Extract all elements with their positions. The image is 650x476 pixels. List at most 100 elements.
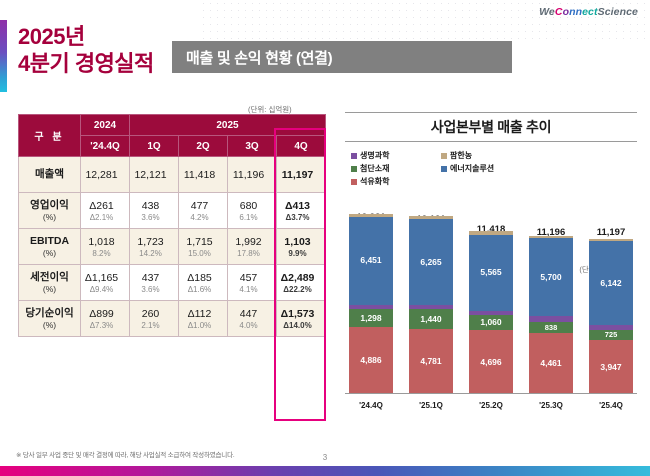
table-cell-subvalue: 3.6% xyxy=(141,284,160,294)
table-cell: 12,281 xyxy=(80,156,130,193)
bar-segment[interactable]: 246 xyxy=(409,215,453,220)
bar-segment[interactable]: 4,886 xyxy=(349,327,393,394)
x-axis-label: '25.1Q xyxy=(419,401,443,410)
page-title-line1: 2025년 xyxy=(18,24,85,49)
legend-swatch-icon xyxy=(441,152,447,159)
table-cell-subvalue: Δ22.2% xyxy=(283,284,312,294)
bar-segment[interactable]: 838 xyxy=(529,321,573,333)
bar-segment-label: 1,440 xyxy=(420,313,442,324)
table-cell: 447 4.0% xyxy=(227,300,277,337)
bar-segment[interactable]: 1,440 xyxy=(409,308,453,329)
table-cell-subvalue: 9.9% xyxy=(288,248,307,258)
row-label: 매출액 xyxy=(18,156,81,193)
legend-swatch-icon xyxy=(441,165,447,172)
table-cell-subvalue: Δ14.0% xyxy=(283,320,312,330)
bar-segment[interactable]: 6,265 xyxy=(409,219,453,306)
bar-segment[interactable]: 3,947 xyxy=(589,340,633,394)
page-title: 2025년 4분기 경영실적 xyxy=(18,24,154,78)
financial-table-wrapper: 구 분 2024 2025 '24.4Q 1Q 2Q 3Q 4Q 매출액 12,2… xyxy=(18,114,326,337)
bar-segment[interactable]: 165 xyxy=(349,214,393,217)
bar-total-label: 11,418 xyxy=(476,223,506,235)
row-label-pct: (%) xyxy=(42,247,57,258)
bar-segment[interactable]: 1,298 xyxy=(349,309,393,328)
table-row: 매출액 12,281 12,121 11,418 11,196 11,197 xyxy=(18,156,326,193)
bar-segment[interactable]: 286 xyxy=(409,305,453,309)
section-subtitle-text: 매출 및 손익 현황 (연결) xyxy=(186,49,333,67)
bar-segment[interactable]: 337 xyxy=(469,310,513,316)
bar-segment-label: 5,565 xyxy=(480,267,502,278)
header-q-2024-4q: '24.4Q xyxy=(80,135,130,157)
bar-group[interactable]: 11,196102 5,700 375838 4,461 xyxy=(529,204,573,394)
row-label: EBITDA (%) xyxy=(18,228,81,265)
section-subtitle-band: 매출 및 손익 현황 (연결) xyxy=(172,41,512,73)
table-cell-subvalue: 3.6% xyxy=(141,212,160,222)
row-label-pct: (%) xyxy=(42,319,57,330)
chart-bars: 12,2811656,4513381,2984,88612,1212466,26… xyxy=(349,204,633,394)
bar-segment[interactable]: 375 xyxy=(529,316,573,322)
bar-segment[interactable]: 6,142 xyxy=(589,241,633,326)
bar-segment[interactable]: 242 xyxy=(469,231,513,235)
x-axis-label: '25.4Q xyxy=(599,401,623,410)
bar-segment[interactable]: 1,060 xyxy=(469,315,513,330)
header-q-2025-3q: 3Q xyxy=(227,135,277,157)
bar-segment[interactable]: 6,451 xyxy=(349,216,393,305)
table-cell: 1,103 9.9% xyxy=(276,228,326,265)
legend-item[interactable]: 첨단소재 xyxy=(351,163,429,174)
logo-part-o: o xyxy=(562,6,570,18)
table-cell: 11,418 xyxy=(178,156,228,193)
header-q-2025-4q: 4Q xyxy=(276,135,326,157)
table-cell: Δ2,489 Δ22.2% xyxy=(276,264,326,301)
legend-label: 생명과학 xyxy=(360,151,390,160)
legend-item[interactable]: 팜한농 xyxy=(441,150,519,161)
row-label-pct: (%) xyxy=(42,283,57,294)
legend-swatch-icon xyxy=(351,178,357,185)
header-year-2025: 2025 xyxy=(129,114,326,136)
x-axis-label: '24.4Q xyxy=(359,401,383,410)
bar-group[interactable]: 11,418242 5,565 3371,060 4,696 xyxy=(469,204,513,394)
bar-segment[interactable]: 338 xyxy=(349,304,393,310)
legend-item[interactable]: 석유화학 xyxy=(351,176,429,187)
legend-label: 첨단소재 xyxy=(360,164,390,173)
bar-total-label: 11,197 xyxy=(596,226,626,238)
table-cell: Δ261 Δ2.1% xyxy=(80,192,130,229)
legend-item[interactable]: 생명과학 xyxy=(351,150,429,161)
bar-segment[interactable]: 5,700 xyxy=(529,238,573,317)
table-cell-subvalue: 4.0% xyxy=(239,320,258,330)
row-label-pct: (%) xyxy=(42,211,57,222)
bar-segment-label: 725 xyxy=(604,330,618,340)
bar-segment-label: 4,696 xyxy=(480,356,502,367)
financial-table: 구 분 2024 2025 '24.4Q 1Q 2Q 3Q 4Q 매출액 12,2… xyxy=(18,114,326,337)
legend-label: 팜한농 xyxy=(450,151,473,160)
bar-segment[interactable]: 4,696 xyxy=(469,329,513,394)
table-cell-subvalue: Δ7.3% xyxy=(89,320,114,330)
bar-segment-label: 4,781 xyxy=(420,356,442,367)
legend-item[interactable]: 에너지솔루션 xyxy=(441,163,519,174)
legend-row: 첨단소재 에너지솔루션 xyxy=(351,163,551,174)
bar-segment-label: 6,142 xyxy=(600,277,622,288)
table-cell: Δ899 Δ7.3% xyxy=(80,300,130,337)
row-label: 세전이익 (%) xyxy=(18,264,81,301)
header-q-2025-2q: 2Q xyxy=(178,135,228,157)
bar-segment[interactable]: 4,781 xyxy=(409,328,453,394)
bar-segment-label: 1,298 xyxy=(360,313,382,324)
bar-group[interactable]: 11,197185 6,142 356725 3,947 xyxy=(589,204,633,394)
bar-segment[interactable]: 4,461 xyxy=(529,332,573,394)
bar-segment[interactable]: 356 xyxy=(589,325,633,331)
table-cell-subvalue: 17.8% xyxy=(237,248,260,258)
bar-segment-label: 838 xyxy=(544,322,558,332)
table-cell: 1,018 8.2% xyxy=(80,228,130,265)
bar-segment[interactable]: 185 xyxy=(589,238,633,242)
table-cell-subvalue: Δ1.6% xyxy=(187,284,212,294)
bar-segment[interactable]: 102 xyxy=(529,235,573,239)
table-cell: 260 2.1% xyxy=(129,300,179,337)
left-accent-gradient-bar xyxy=(0,20,7,92)
table-cell: 1,715 15.0% xyxy=(178,228,228,265)
dot-grid-watermark xyxy=(200,0,650,40)
bar-segment[interactable]: 5,565 xyxy=(469,234,513,311)
bar-segment-label: 5,700 xyxy=(540,272,562,283)
bar-segment[interactable]: 725 xyxy=(589,330,633,341)
bar-segment-label: 1,060 xyxy=(480,317,502,328)
